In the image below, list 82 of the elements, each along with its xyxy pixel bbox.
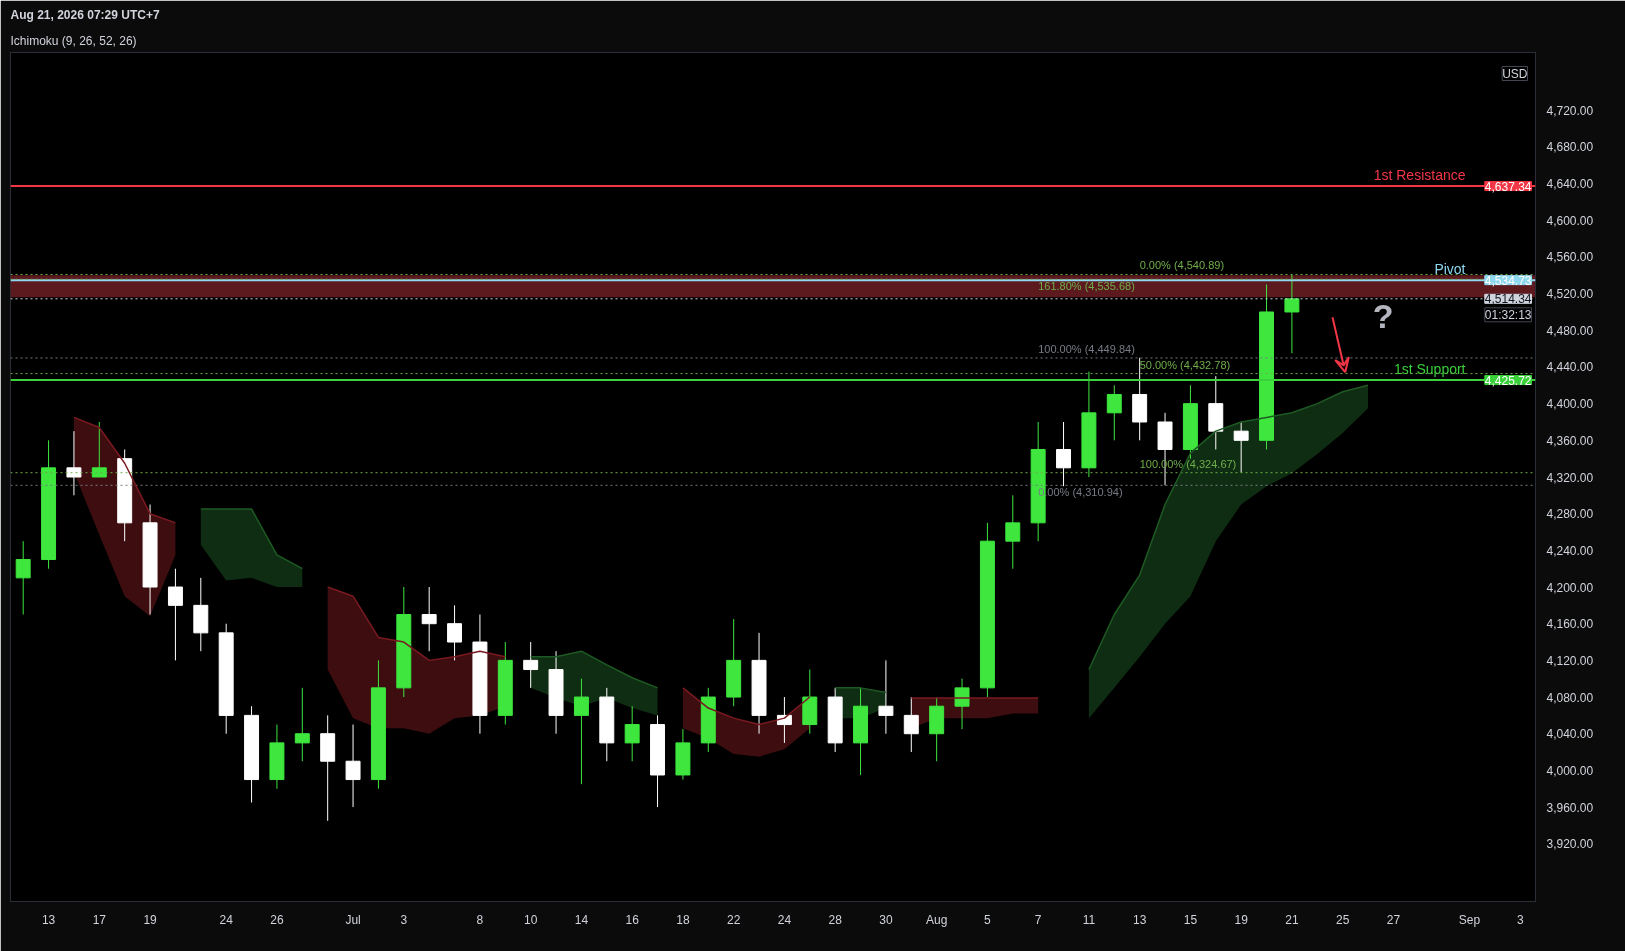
y-tick-label: 4,720.00 bbox=[1546, 103, 1594, 118]
candlestick bbox=[294, 687, 310, 762]
x-tick-label: 24 bbox=[219, 912, 234, 927]
chart-title: Aug 21, 2026 07:29 UTC+7 bbox=[10, 7, 160, 22]
y-tick-label: 4,000.00 bbox=[1546, 763, 1594, 778]
annotation: 4,637.34 bbox=[1484, 179, 1532, 194]
candlestick bbox=[66, 430, 82, 496]
ref-line-label: 1st Support bbox=[1393, 361, 1466, 378]
candlestick bbox=[345, 724, 361, 808]
candlestick bbox=[447, 604, 463, 661]
candlestick bbox=[624, 705, 640, 762]
candlestick bbox=[1056, 421, 1072, 487]
y-tick-label: 4,200.00 bbox=[1546, 580, 1594, 595]
x-tick-label: 18 bbox=[676, 912, 690, 927]
x-tick-label: 28 bbox=[828, 912, 843, 927]
chart-subtitle: Ichimoku (9, 26, 52, 26) bbox=[10, 33, 137, 48]
x-tick-label: 21 bbox=[1285, 912, 1299, 927]
y-tick-label: 4,320.00 bbox=[1546, 470, 1594, 485]
x-tick-label: 26 bbox=[270, 912, 284, 927]
ref-line-label: 0.00% (4,540.89) bbox=[1139, 259, 1225, 272]
annotation: 4,514.34 bbox=[1484, 292, 1532, 307]
annotation: 01:32:13 bbox=[1484, 307, 1532, 322]
ref-line-label: Pivot bbox=[1434, 261, 1466, 278]
ref-line-label: 161.80% (4,535.68) bbox=[1038, 280, 1135, 293]
x-tick-label: 8 bbox=[476, 912, 484, 927]
y-tick-label: 4,080.00 bbox=[1546, 690, 1594, 705]
x-tick-label: 13 bbox=[41, 912, 56, 927]
y-tick-label: 3,960.00 bbox=[1546, 800, 1594, 815]
x-tick-label: 13 bbox=[1132, 912, 1147, 927]
candlestick bbox=[903, 696, 919, 753]
y-tick-label: 4,480.00 bbox=[1546, 323, 1594, 338]
x-tick-label: 14 bbox=[574, 912, 589, 927]
y-tick-label: 4,600.00 bbox=[1546, 213, 1594, 228]
ref-line-label: 50.00% (4,432.78) bbox=[1139, 358, 1231, 371]
x-tick-label: 3 bbox=[400, 912, 408, 927]
x-tick-label: Sep bbox=[1458, 912, 1481, 927]
y-tick-label: 4,040.00 bbox=[1546, 727, 1594, 742]
ref-line-label: 1st Resistance bbox=[1373, 167, 1466, 184]
candlestick bbox=[1284, 273, 1300, 354]
x-tick-label: 17 bbox=[92, 912, 107, 927]
x-tick-label: 19 bbox=[1234, 912, 1249, 927]
x-tick-label: 16 bbox=[625, 912, 640, 927]
candlestick bbox=[878, 659, 894, 735]
candlestick bbox=[91, 421, 107, 478]
y-tick-label: 4,560.00 bbox=[1546, 250, 1594, 265]
candlestick bbox=[573, 678, 589, 785]
x-tick-label: 25 bbox=[1335, 912, 1350, 927]
y-tick-label: 4,400.00 bbox=[1546, 397, 1594, 412]
candlestick bbox=[523, 641, 539, 689]
x-tick-label: 3 bbox=[1516, 912, 1524, 927]
x-tick-label: Aug bbox=[925, 912, 948, 927]
x-tick-label: 11 bbox=[1082, 912, 1096, 927]
y-tick-label: 4,520.00 bbox=[1546, 287, 1594, 302]
x-tick-label: 30 bbox=[879, 912, 893, 927]
annotation: ? bbox=[1372, 297, 1394, 336]
y-tick-label: 4,240.00 bbox=[1546, 543, 1594, 558]
y-tick-label: 4,120.00 bbox=[1546, 653, 1594, 668]
candlestick bbox=[167, 568, 183, 661]
annotation: 4,534.73 bbox=[1484, 273, 1532, 288]
candlestick bbox=[1005, 494, 1021, 570]
y-tick-label: 3,920.00 bbox=[1546, 837, 1594, 852]
x-tick-label: 7 bbox=[1034, 912, 1042, 927]
x-tick-label: 22 bbox=[727, 912, 741, 927]
x-tick-label: 24 bbox=[777, 912, 792, 927]
x-tick-label: 5 bbox=[984, 912, 992, 927]
candlestick bbox=[421, 586, 437, 652]
y-tick-label: 4,440.00 bbox=[1546, 360, 1594, 375]
y-tick-label: 4,160.00 bbox=[1546, 617, 1594, 632]
ref-line-label: 100.00% (4,449.84) bbox=[1038, 342, 1135, 355]
candlestick bbox=[1106, 384, 1122, 441]
x-tick-label: 15 bbox=[1183, 912, 1198, 927]
x-tick-label: 19 bbox=[143, 912, 158, 927]
y-tick-label: 4,280.00 bbox=[1546, 507, 1594, 522]
x-tick-label: Jul bbox=[345, 912, 361, 927]
candlestick bbox=[15, 540, 31, 616]
annotation: 4,425.72 bbox=[1484, 373, 1532, 388]
y-tick-label: 4,640.00 bbox=[1546, 177, 1594, 192]
x-tick-label: 27 bbox=[1386, 912, 1401, 927]
x-tick-label: 10 bbox=[524, 912, 538, 927]
y-axis-title: USD bbox=[1502, 66, 1528, 81]
y-tick-label: 4,680.00 bbox=[1546, 140, 1594, 155]
y-tick-label: 4,360.00 bbox=[1546, 433, 1594, 448]
